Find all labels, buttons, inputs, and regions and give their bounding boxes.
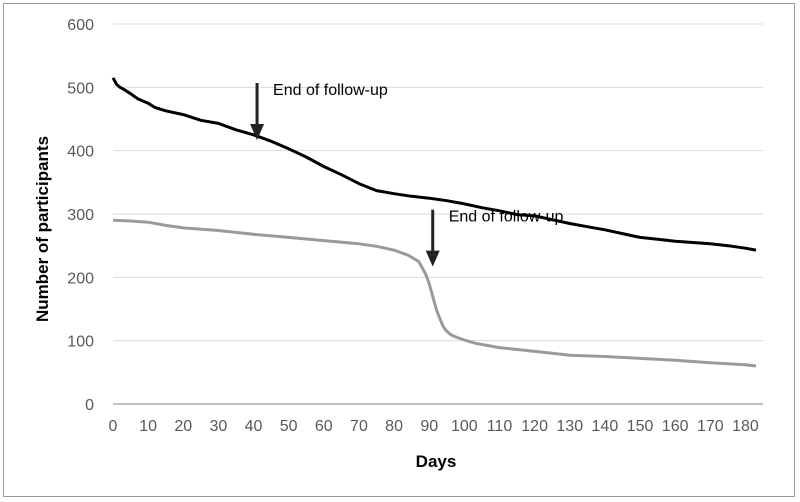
y-axis-title: Number of participants [33, 136, 52, 322]
x-tick-label: 160 [662, 418, 689, 435]
y-tick-label: 200 [67, 270, 94, 287]
y-tick-label: 600 [67, 17, 94, 34]
x-tick-label: 90 [420, 418, 438, 435]
annotation-arrow-head [425, 250, 440, 267]
x-tick-label: 60 [315, 418, 333, 435]
y-tick-label: 400 [67, 144, 94, 161]
annotation-label: End of follow-up [273, 82, 388, 99]
x-tick-label: 0 [109, 418, 118, 435]
y-tick-labels: 0 100 200 300 400 500 600 [67, 17, 94, 414]
x-tick-label: 30 [210, 418, 228, 435]
y-tick-label: 500 [67, 80, 94, 97]
x-tick-label: 180 [732, 418, 759, 435]
x-tick-label: 140 [592, 418, 619, 435]
x-tick-label: 40 [245, 418, 263, 435]
x-tick-label: 130 [556, 418, 583, 435]
gridlines [113, 23, 763, 342]
y-tick-label: 300 [67, 207, 94, 224]
x-tick-label: 20 [174, 418, 192, 435]
x-tick-label: 70 [350, 418, 368, 435]
chart-frame [3, 3, 795, 497]
series-lines [111, 77, 757, 368]
x-tick-label: 110 [487, 418, 513, 435]
annotation-label: End of follow-up [449, 209, 564, 226]
series-line-2 [112, 218, 757, 368]
x-tick-label: 80 [385, 418, 403, 435]
x-tick-label: 150 [627, 418, 654, 435]
x-tick-label: 100 [451, 418, 478, 435]
x-tick-label: 10 [139, 418, 157, 435]
x-tick-label: 120 [521, 418, 548, 435]
series-line-1 [111, 77, 757, 252]
annotation-arrow-head [250, 124, 265, 140]
x-tick-labels: 0 10 20 30 40 50 60 70 80 90 100 110 120 130 140 150 160… [109, 418, 759, 435]
x-tick-label: 50 [280, 418, 298, 435]
y-tick-label: 100 [67, 334, 94, 351]
x-axis-title: Days [416, 452, 457, 471]
y-tick-label: 0 [85, 397, 94, 414]
x-tick-label: 170 [697, 418, 724, 435]
annotations: End of follow-up End of follow-up [250, 82, 564, 267]
